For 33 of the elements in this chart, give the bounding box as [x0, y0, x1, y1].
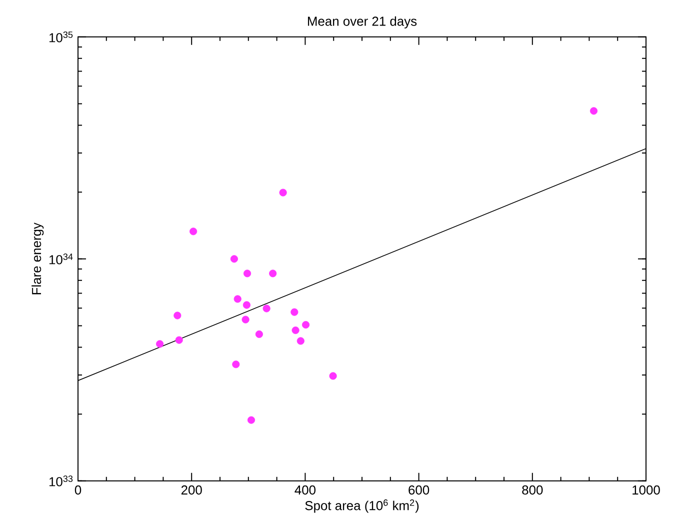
point — [302, 320, 310, 329]
x-tick-label: 600 — [408, 485, 430, 495]
point — [175, 336, 183, 344]
point — [255, 330, 263, 338]
point — [243, 270, 252, 278]
point — [234, 295, 242, 303]
y-axis-title: Flare energy — [32, 222, 44, 294]
point — [590, 107, 598, 115]
point — [156, 340, 164, 348]
point — [242, 301, 250, 309]
chart-title: Mean over 21 days — [308, 16, 417, 28]
point — [230, 255, 238, 263]
point — [190, 228, 198, 236]
x-tick-label: 0 — [74, 485, 82, 495]
x-axis-title: Spot area (10$^{6}$ km$^{2}$) — [305, 499, 419, 513]
point — [174, 312, 182, 320]
point — [232, 360, 240, 368]
point — [329, 372, 337, 380]
point — [247, 416, 256, 424]
point — [290, 308, 298, 316]
x-tick-label: 400 — [294, 485, 316, 495]
point — [242, 316, 250, 324]
y-tick-label: 10$^{35}$ — [49, 32, 73, 42]
x-tick-label: 200 — [181, 485, 202, 495]
y-tick-label: 10$^{33}$ — [49, 476, 73, 486]
point — [279, 188, 287, 196]
x-tick-label: 800 — [522, 485, 543, 495]
point — [296, 337, 304, 345]
y-tick-label: 10$^{34}$ — [49, 254, 73, 264]
point — [262, 304, 270, 312]
point — [292, 326, 300, 334]
point — [269, 270, 277, 278]
x-tick-label: 1000 — [632, 485, 660, 495]
